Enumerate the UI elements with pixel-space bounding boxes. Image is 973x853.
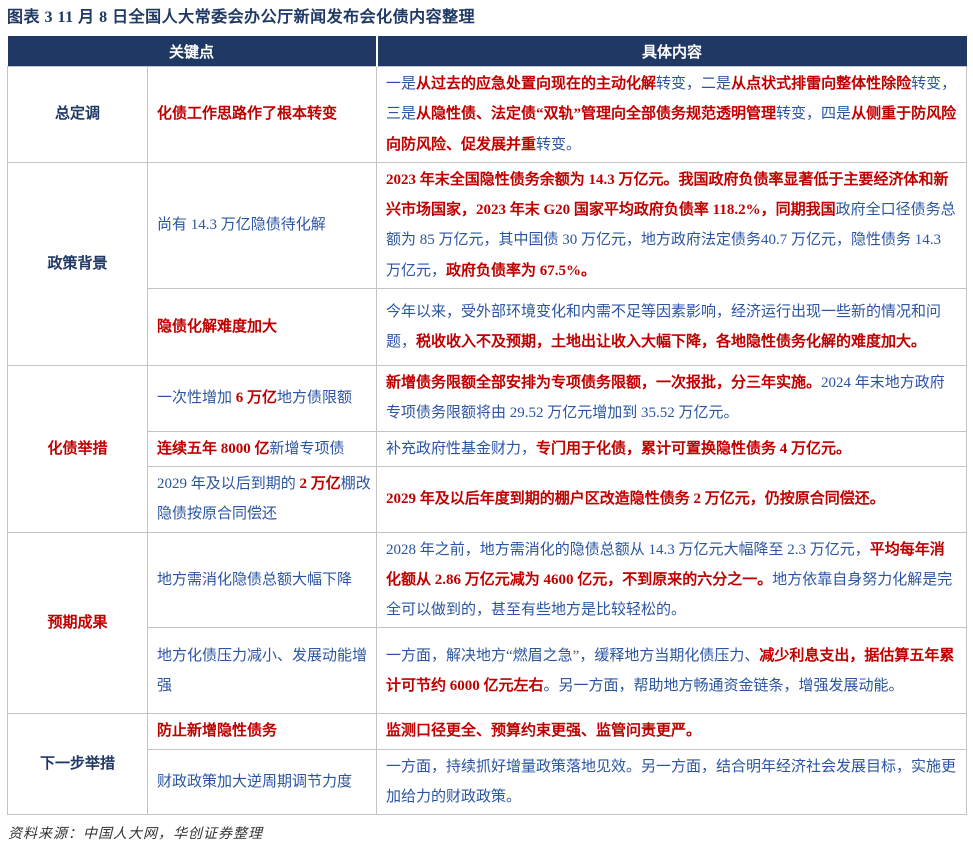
text-segment: 从隐性债、法定债“双轨”管理向全部债务规范透明管理 [416, 106, 777, 123]
text-segment: 转变。 [536, 136, 582, 153]
text-segment: 2 万亿 [299, 475, 341, 492]
text-segment: 政府全口径债务总额为 85 万亿元，其中国债 30 万亿元，地方政府法定债务40… [386, 202, 956, 279]
text-segment: 2029 年及以后年度到期的棚户区改造隐性债务 2 万亿元，仍按原合同偿还。 [386, 491, 885, 508]
detail-content-cell: 2029 年及以后年度到期的棚户区改造隐性债务 2 万亿元，仍按原合同偿还。 [376, 465, 968, 533]
text-segment: 补充政府性基金财力， [386, 440, 537, 457]
text-segment: 一次性增加 [157, 390, 236, 407]
detail-content-cell: 补充政府性基金财力，专门用于化债，累计可置换隐性债务 4 万亿元。 [376, 430, 968, 467]
text-segment: 新增债务限额全部安排为专项债务限额，一次报批，分三年实施。 [386, 375, 822, 392]
text-segment: 新增专项债 [269, 440, 345, 457]
key-point-cell: 地方需消化隐债总额大幅下降 [146, 531, 378, 629]
text-segment: 减少利息支出，据估算五年累计可节约 6000 亿元左右 [386, 647, 955, 694]
detail-content-cell: 2023 年末全国隐性债务余额为 14.3 万亿元。我国政府负债率显著低于主要经… [376, 161, 968, 290]
text-segment: 地方债限额 [277, 390, 353, 407]
figure-title: 图表 3 11 月 8 日全国人大常委会办公厅新闻发布会化债内容整理 [7, 9, 476, 26]
key-point-cell: 财政政策加大逆周期调节力度 [146, 748, 378, 816]
table-header: 关键点 具体内容 [7, 36, 967, 67]
table-row: 隐债化解难度加大 今年以来，受外部环境变化和内需不足等因素影响，经济运行出现一些新… [8, 288, 968, 367]
source-note: 资料来源：中国人大网，华创证券整理 [8, 827, 263, 843]
table-row: 化债举措 一次性增加 6 万亿地方债限额 新增债务限额全部安排为专项债务限额，一次报… [7, 365, 968, 533]
text-segment: 一方面，解决地方“燃眉之急”，缓释地方当期化债压力、 [386, 647, 760, 664]
detail-content-cell: 一是从过去的应急处置向现在的主动化解转变，二是从点状式排雷向整体性除险转变，三是… [376, 65, 968, 163]
detail-content-cell: 一方面，持续抓好增量政策落地见效。另一方面，结合明年经济社会发展目标，实施更加给… [376, 748, 968, 816]
header-content: 具体内容 [375, 36, 967, 67]
text-segment: 专门用于化债，累计可置换隐性债务 4 万亿元。 [536, 440, 852, 457]
text-segment: 防止新增隐性债务 [157, 723, 278, 740]
key-point-cell: 防止新增隐性债务 [146, 713, 378, 750]
text-segment: 6 万亿 [235, 390, 278, 407]
table-row: 地方化债压力减小、发展动能增强 一方面，解决地方“燃眉之急”，缓释地方当期化债压力… [8, 627, 968, 715]
text-segment: 从过去的应急处置向现在的主动化解 [416, 75, 657, 92]
text-segment: 地方依靠自身努力化解是完全可以做到的，甚至有些地方是比较轻松的。 [386, 571, 953, 619]
text-segment: 转变，四是 [776, 106, 852, 123]
text-segment: 化债工作思路作了根本转变 [157, 106, 338, 123]
debt-resolution-table: 关键点 具体内容 总定调 化债工作思路作了根本转变 一是从过去的应急处置向现在的主动… [7, 36, 968, 816]
text-segment: 2024 年末地方政府专项债务限额将由 29.52 万亿元增加到 35.52 万… [386, 375, 945, 422]
text-segment: 财政政策加大逆周期调节力度 [157, 773, 353, 790]
text-segment: 2029 年及以后到期的 [157, 475, 300, 492]
key-point-cell: 地方化债压力减小、发展动能增强 [146, 627, 378, 715]
table-row: 下一步举措 防止新增隐性债务 监测口径更全、预算约束更强、监管问责更严。 [7, 713, 968, 816]
text-segment: 连续五年 8000 亿 [157, 440, 270, 457]
table-row: 总定调 化债工作思路作了根本转变 一是从过去的应急处置向现在的主动化解转变，二是从点… [7, 65, 968, 163]
table-body: 总定调 化债工作思路作了根本转变 一是从过去的应急处置向现在的主动化解转变，二是从点… [7, 65, 968, 816]
detail-content-cell: 今年以来，受外部环境变化和内需不足等因素影响，经济运行出现一些新的情况和问题，税… [376, 288, 968, 367]
text-segment: 隐债化解难度加大 [157, 318, 278, 335]
text-segment: 尚有 14.3 万亿隐债待化解 [157, 217, 326, 234]
text-segment: 从点状式排雷向整体性除险 [731, 75, 912, 92]
text-segment: 。另一方面，帮助地方畅通资金链条，增强发展动能。 [543, 677, 904, 694]
detail-content-cell: 一方面，解决地方“燃眉之急”，缓释地方当期化债压力、减少利息支出，据估算五年累计… [376, 627, 968, 715]
text-segment: 监测口径更全、预算约束更强、监管问责更严。 [386, 723, 702, 740]
detail-content-cell: 新增债务限额全部安排为专项债务限额，一次报批，分三年实施。2024 年末地方政府… [376, 365, 968, 432]
text-segment: 地方化债压力减小、发展动能增强 [157, 647, 368, 694]
text-segment: 从侧重于防风险向防风险、促发展并重 [386, 106, 957, 153]
text-segment: 地方需消化隐债总额大幅下降 [157, 571, 353, 588]
text-segment: 一方面，持续抓好增量政策落地见效。另一方面，结合明年经济社会发展目标，实施更加给… [386, 758, 957, 806]
text-segment: 税收收入不及预期，土地出让收入大幅下降，各地隐性债务化解的难度加大。 [416, 334, 927, 351]
text-segment: 平均每年消化额从 2.86 万亿元减为 4600 亿元，不到原来的六分之一。 [386, 541, 945, 588]
key-point-cell: 一次性增加 6 万亿地方债限额 [146, 365, 378, 432]
text-segment: 2028 年之前，地方需消化的隐债总额从 14.3 万亿元大幅降至 2.3 万亿… [386, 541, 870, 558]
category-cell: 总定调 [7, 65, 148, 163]
category-cell: 预期成果 [7, 531, 148, 715]
category-cell: 下一步举措 [7, 713, 148, 816]
table-row: 2029 年及以后到期的 2 万亿棚改隐债按原合同偿还 2029 年及以后年度到期… [8, 465, 968, 533]
detail-content-cell: 监测口径更全、预算约束更强、监管问责更严。 [376, 713, 968, 750]
text-segment: 棚改隐债按原合同偿还 [157, 475, 371, 523]
text-segment: 转变，二是 [656, 75, 732, 92]
key-point-cell: 化债工作思路作了根本转变 [146, 65, 378, 163]
detail-content-cell: 2028 年之前，地方需消化的隐债总额从 14.3 万亿元大幅降至 2.3 万亿… [376, 531, 968, 629]
key-point-cell: 2029 年及以后到期的 2 万亿棚改隐债按原合同偿还 [146, 465, 378, 533]
key-point-cell: 尚有 14.3 万亿隐债待化解 [146, 161, 378, 290]
header-key-points: 关键点 [7, 36, 377, 67]
key-point-cell: 连续五年 8000 亿新增专项债 [146, 430, 378, 467]
text-segment: 一是 [386, 75, 417, 92]
table-row: 预期成果 地方需消化隐债总额大幅下降 2028 年之前，地方需消化的隐债总额从 14… [7, 531, 968, 715]
text-segment: 今年以来，受外部环境变化和内需不足等因素影响，经济运行出现一些新的情况和问题， [386, 303, 942, 351]
key-point-cell: 隐债化解难度加大 [146, 288, 378, 367]
category-cell: 化债举措 [7, 365, 148, 533]
table-row: 连续五年 8000 亿新增专项债 补充政府性基金财力，专门用于化债，累计可置换隐性… [8, 430, 968, 467]
table-row: 财政政策加大逆周期调节力度 一方面，持续抓好增量政策落地见效。另一方面，结合明年经… [8, 748, 968, 816]
text-segment: 转变，三是 [386, 75, 957, 123]
category-cell: 政策背景 [7, 161, 148, 367]
text-segment: 2023 年末全国隐性债务余额为 14.3 万亿元。我国政府负债率显著低于主要经… [386, 171, 949, 219]
text-segment: 政府负债率为 67.5%。 [446, 262, 597, 279]
table-row: 政策背景 尚有 14.3 万亿隐债待化解 2023 年末全国隐性债务余额为 14.3… [7, 161, 968, 367]
header-row: 关键点 具体内容 [7, 36, 967, 67]
